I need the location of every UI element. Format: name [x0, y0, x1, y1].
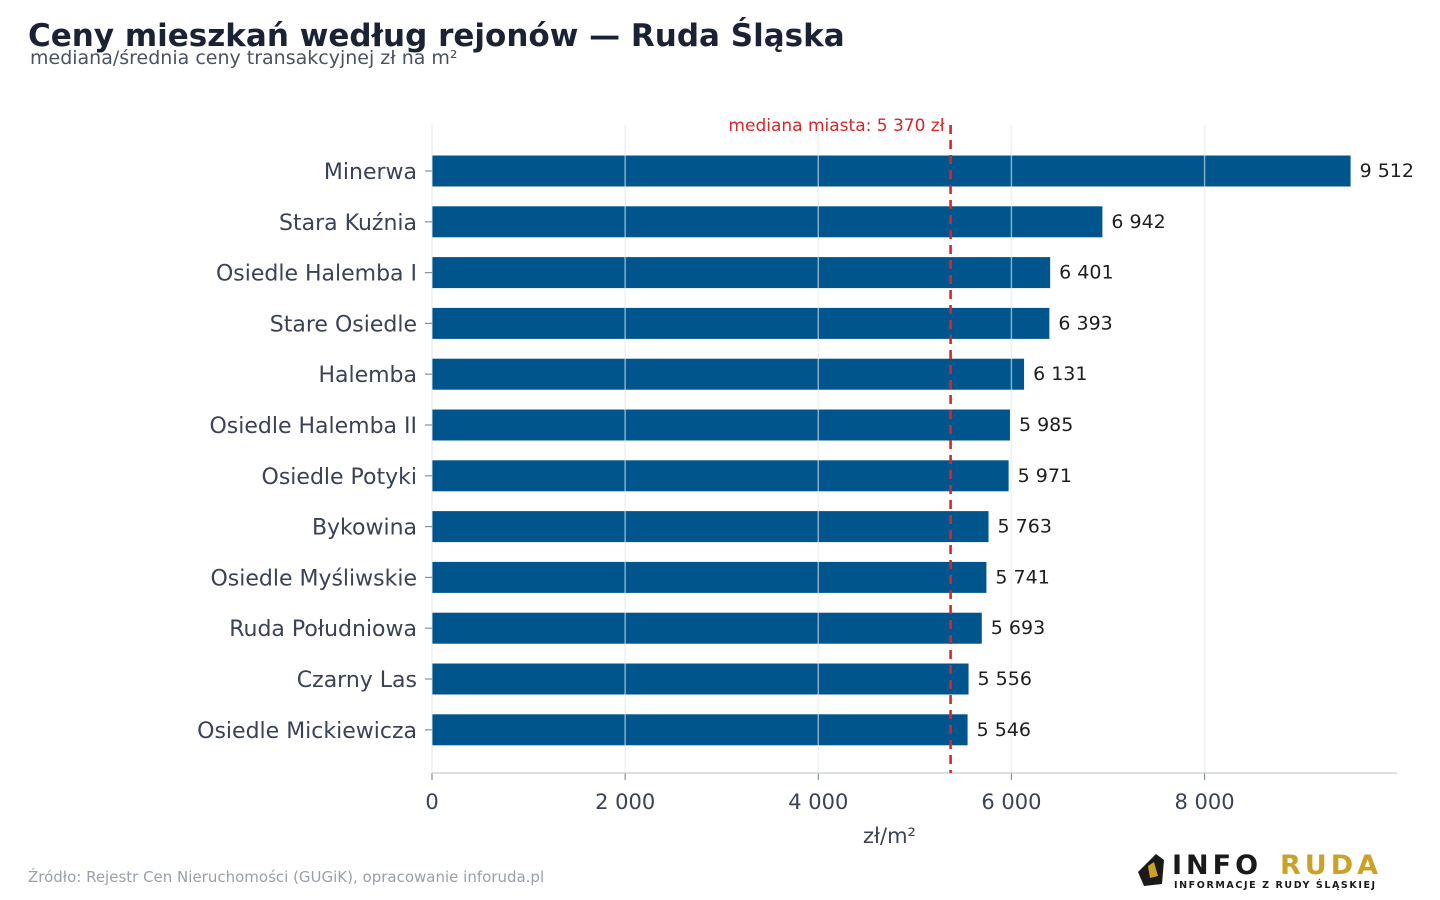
- category-label: Osiedle Mickiewicza: [197, 719, 417, 744]
- value-label: 5 763: [998, 516, 1052, 538]
- bar: [432, 663, 969, 695]
- value-label: 9 512: [1360, 160, 1414, 182]
- x-tick-label: 8 000: [1174, 790, 1234, 814]
- category-label: Osiedle Potyki: [262, 465, 417, 490]
- category-label: Minerwa: [324, 160, 417, 185]
- chart-subtitle: mediana/średnia ceny transakcyjnej zł na…: [30, 47, 458, 69]
- value-label: 6 393: [1058, 312, 1112, 334]
- category-label: Stare Osiedle: [270, 312, 417, 337]
- category-label: Bykowina: [312, 516, 417, 541]
- value-label: 6 401: [1059, 262, 1113, 284]
- logo-tagline: INFORMACJE Z RUDY ŚLĄSKIEJ: [1174, 879, 1377, 891]
- bar: [432, 612, 982, 644]
- category-label: Osiedle Halemba II: [209, 414, 417, 439]
- category-label: Czarny Las: [297, 668, 417, 693]
- x-axis-label: zł/m²: [863, 824, 916, 848]
- category-label: Ruda Południowa: [229, 617, 417, 642]
- bar: [432, 257, 1051, 289]
- value-label: 5 693: [991, 617, 1045, 639]
- source-note: Źródło: Rejestr Cen Nieruchomości (GUGiK…: [28, 868, 545, 886]
- chart-title: Ceny mieszkań według rejonów — Ruda Śląs…: [28, 18, 845, 54]
- value-label: 6 131: [1033, 363, 1087, 385]
- x-tick-label: 0: [425, 790, 438, 814]
- bar: [432, 561, 987, 593]
- bar: [432, 358, 1025, 390]
- x-tick-label: 6 000: [981, 790, 1041, 814]
- value-label: 5 741: [995, 566, 1049, 588]
- median-reference-label: mediana miasta: 5 370 zł: [728, 116, 944, 136]
- x-tick-label: 2 000: [595, 790, 655, 814]
- inforuda-logo: INFO RUDA INFORMACJE Z RUDY ŚLĄSKIEJ: [1138, 850, 1382, 891]
- bar: [432, 460, 1009, 492]
- category-label: Osiedle Myśliwskie: [210, 566, 417, 591]
- value-label: 6 942: [1111, 211, 1165, 233]
- bar: [432, 511, 989, 543]
- bar: [432, 714, 968, 746]
- value-label: 5 971: [1018, 465, 1072, 487]
- category-label: Osiedle Halemba I: [216, 262, 417, 287]
- logo-word-ruda: RUDA: [1280, 850, 1382, 881]
- value-label: 5 546: [977, 719, 1031, 741]
- category-label: Halemba: [318, 363, 417, 388]
- value-label: 5 556: [978, 668, 1032, 690]
- category-label: Stara Kuźnia: [279, 211, 417, 236]
- bar: [432, 206, 1103, 238]
- x-tick-label: 4 000: [788, 790, 848, 814]
- logo-word-info: INFO: [1172, 850, 1262, 881]
- bar: [432, 155, 1351, 187]
- bar: [432, 307, 1050, 339]
- bar: [432, 409, 1010, 441]
- value-label: 5 985: [1019, 414, 1073, 436]
